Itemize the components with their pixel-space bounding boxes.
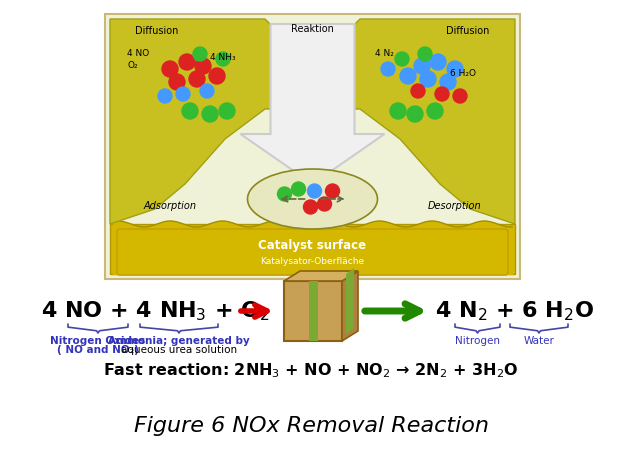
Polygon shape [284,271,358,281]
Text: 4 NO: 4 NO [127,49,149,59]
Text: Figure 6 NOx Removal Reaction: Figure 6 NOx Removal Reaction [134,416,489,436]
Circle shape [447,61,463,77]
Circle shape [304,200,317,214]
Text: 4 NO + 4 NH$_3$ + O$_2$: 4 NO + 4 NH$_3$ + O$_2$ [40,299,270,323]
Text: ( NO and NO₂): ( NO and NO₂) [57,345,139,355]
Circle shape [209,68,225,84]
Circle shape [400,68,416,84]
Circle shape [411,84,425,98]
Text: aqueous urea solution: aqueous urea solution [121,345,237,355]
Text: 4 N₂: 4 N₂ [375,49,394,59]
Circle shape [407,106,423,122]
Polygon shape [346,268,354,334]
Text: 4 N$_2$ + 6 H$_2$O: 4 N$_2$ + 6 H$_2$O [435,299,594,323]
Circle shape [219,103,235,119]
Circle shape [325,184,340,198]
Bar [309,281,318,341]
Text: Diffusion: Diffusion [135,26,179,36]
Text: Fast reaction: 2NH$_3$ + NO + NO$_2$ → 2N$_2$ + 3H$_2$O: Fast reaction: 2NH$_3$ + NO + NO$_2$ → 2… [103,362,519,380]
Text: Nitrogen: Nitrogen [455,336,499,346]
Circle shape [395,52,409,66]
Circle shape [414,58,430,74]
Text: O₂: O₂ [127,61,138,70]
Circle shape [169,74,185,90]
Text: Katalysator-Oberfläche: Katalysator-Oberfläche [260,257,365,266]
Circle shape [182,103,198,119]
Circle shape [307,184,322,198]
Circle shape [176,87,190,101]
Circle shape [162,61,178,77]
Circle shape [420,71,436,87]
Text: Nitrogen Oxides: Nitrogen Oxides [50,336,146,346]
FancyBboxPatch shape [105,14,520,279]
Text: Water: Water [524,336,555,346]
Bar [284,281,342,341]
Circle shape [193,47,207,61]
Ellipse shape [248,169,378,229]
Circle shape [440,74,456,90]
Circle shape [453,89,467,103]
Polygon shape [110,19,290,224]
Circle shape [430,54,446,70]
Circle shape [278,187,291,201]
Text: Ammonia; generated by: Ammonia; generated by [108,336,250,346]
Circle shape [418,47,432,61]
Circle shape [216,52,230,66]
Circle shape [158,89,172,103]
Circle shape [195,58,211,74]
Circle shape [427,103,443,119]
Circle shape [381,62,395,76]
Polygon shape [335,19,515,224]
Circle shape [435,87,449,101]
Text: 4 NH₃: 4 NH₃ [210,53,235,61]
Polygon shape [342,271,358,341]
Text: Diffusion: Diffusion [446,26,490,36]
Circle shape [390,103,406,119]
Circle shape [200,84,214,98]
Text: Catalyst surface: Catalyst surface [258,240,366,252]
Circle shape [317,197,332,211]
Text: Desorption: Desorption [428,201,482,211]
Text: Reaktion: Reaktion [291,24,334,34]
Text: Adsorption: Adsorption [143,201,196,211]
Polygon shape [240,24,384,184]
Circle shape [179,54,195,70]
Circle shape [291,182,306,196]
Circle shape [202,106,218,122]
Circle shape [189,71,205,87]
Polygon shape [110,224,515,274]
FancyBboxPatch shape [117,229,508,275]
Text: 6 H₂O: 6 H₂O [450,69,476,79]
